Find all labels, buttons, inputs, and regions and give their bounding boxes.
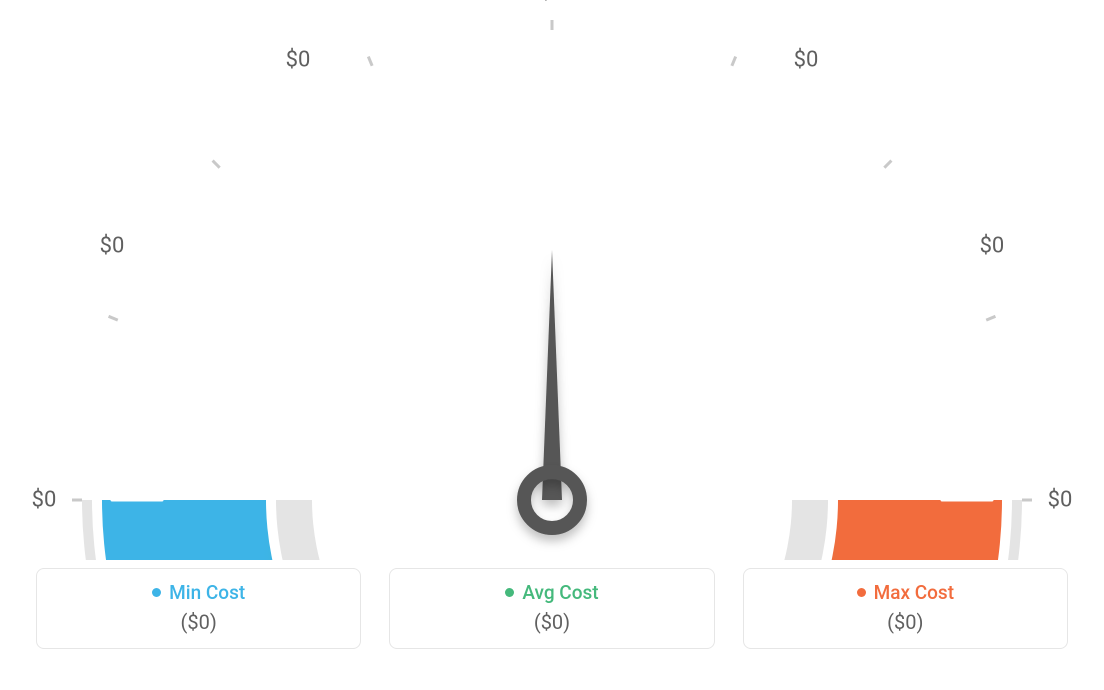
legend-title-avg: Avg Cost: [505, 581, 598, 604]
legend-title-text: Min Cost: [169, 581, 245, 604]
legend-title-text: Max Cost: [874, 581, 954, 604]
legend-card-avg: Avg Cost ($0): [389, 568, 714, 649]
gauge-tick-label: $0: [32, 488, 57, 513]
gauge-tick-label: $0: [100, 234, 125, 259]
gauge-tick-label: $0: [286, 48, 311, 73]
gauge-tick-label: $0: [540, 0, 565, 5]
gauge-tick-label: $0: [794, 48, 819, 73]
gauge-svg: [0, 0, 1104, 560]
dot-icon: [857, 588, 866, 597]
legend-title-min: Min Cost: [152, 581, 245, 604]
legend-value-max: ($0): [760, 610, 1051, 634]
legend-row: Min Cost ($0) Avg Cost ($0) Max Cost ($0…: [0, 560, 1104, 649]
legend-value-avg: ($0): [406, 610, 697, 634]
legend-card-min: Min Cost ($0): [36, 568, 361, 649]
gauge-tick-label: $0: [980, 234, 1005, 259]
legend-title-text: Avg Cost: [522, 581, 598, 604]
gauge-tick-label: $0: [1048, 488, 1073, 513]
legend-card-max: Max Cost ($0): [743, 568, 1068, 649]
gauge-chart: $0 $0 $0 $0 $0 $0 $0: [0, 0, 1104, 560]
dot-icon: [152, 588, 161, 597]
legend-value-min: ($0): [53, 610, 344, 634]
legend-title-max: Max Cost: [857, 581, 954, 604]
dot-icon: [505, 588, 514, 597]
